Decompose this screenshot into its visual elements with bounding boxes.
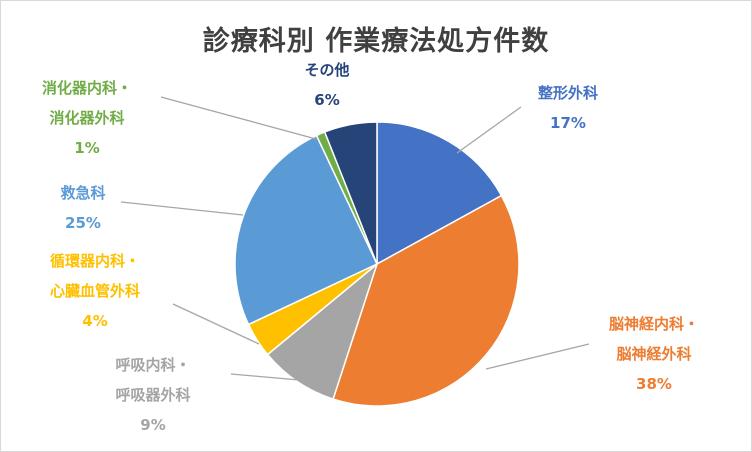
leader-line: [172, 303, 260, 345]
pie-slice: [323, 121, 378, 265]
leader-line: [485, 343, 590, 370]
pie-slice: [376, 121, 503, 266]
slice-percent-label: 4%: [82, 312, 107, 330]
slice-category-label: 呼吸器外科: [115, 386, 190, 404]
leader-lines: [120, 96, 590, 381]
slice-category-label: 循環器内科・: [50, 252, 140, 270]
slice-category-label: 消化器外科: [49, 109, 124, 127]
leader-line: [120, 201, 244, 216]
pie-slice: [332, 194, 520, 407]
slice-percent-label: 9%: [140, 416, 165, 434]
slice-category-label: その他: [304, 61, 349, 79]
slice-percent-label: 17%: [550, 114, 586, 132]
slice-category-label: 心臓血管外科: [50, 282, 140, 300]
pie-slices: [234, 121, 520, 407]
slice-category-label: 脳神経外科: [616, 345, 691, 363]
pie-slice: [266, 261, 379, 400]
slice-percent-label: 6%: [314, 91, 339, 109]
slice-percent-label: 1%: [74, 139, 99, 157]
leader-line: [160, 96, 317, 140]
slice-category-label: 脳神経内科・: [609, 315, 699, 333]
slice-labels: 整形外科 17% 脳神経内科・脳神経外科 38% 呼吸内科・呼吸器外科 9% 循環器内科・心…: [42, 61, 699, 434]
slice-percent-label: 38%: [636, 375, 672, 393]
slice-category-label: 整形外科: [538, 84, 598, 102]
slice-percent-label: 25%: [65, 214, 101, 232]
leader-line: [230, 373, 300, 381]
chart-title: 診療科別 作業療法処方件数: [202, 26, 550, 57]
slice-category-label: 救急科: [60, 184, 105, 202]
leader-line: [456, 106, 522, 154]
pie-slice: [234, 134, 378, 326]
slice-category-label: 呼吸内科・: [115, 356, 190, 374]
slice-category-label: 消化器内科・: [42, 79, 132, 97]
